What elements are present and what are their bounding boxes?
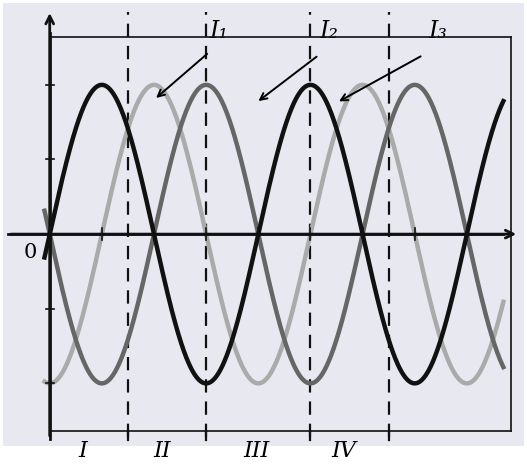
Text: I₃: I₃ (428, 20, 447, 43)
Text: I₁: I₁ (209, 20, 228, 43)
Text: I: I (79, 440, 87, 462)
Text: IV: IV (331, 440, 356, 462)
Text: II: II (153, 440, 171, 462)
Text: 0: 0 (24, 243, 37, 262)
Text: I₂: I₂ (320, 20, 339, 43)
Text: III: III (243, 440, 269, 462)
